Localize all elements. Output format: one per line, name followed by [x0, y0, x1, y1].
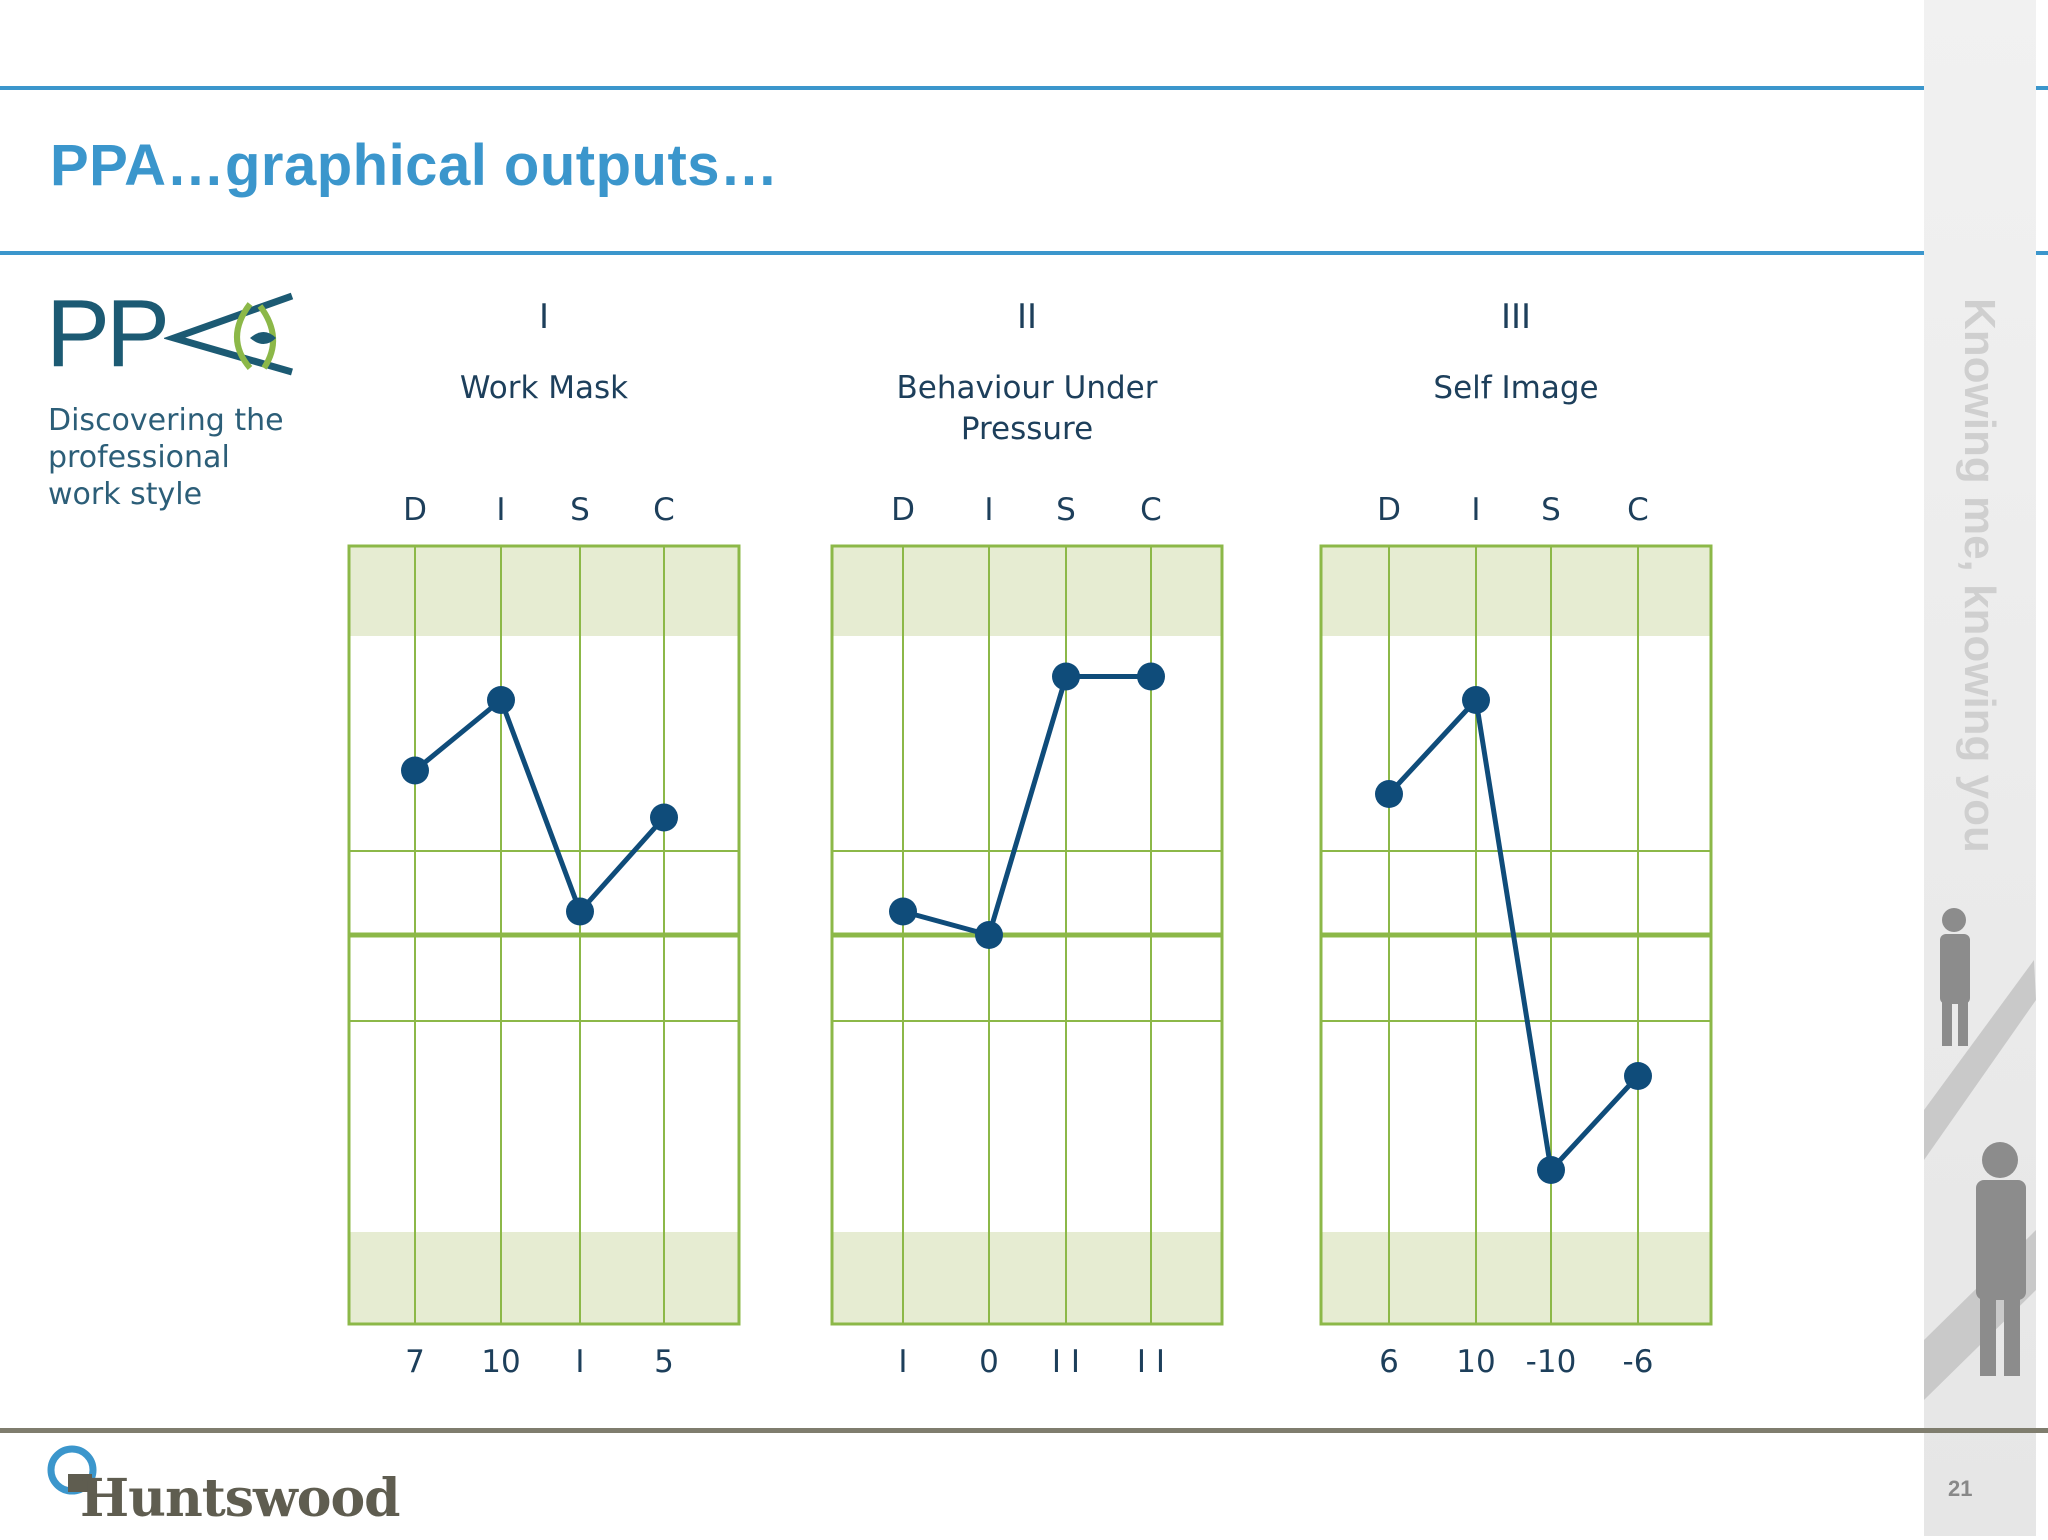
chart-frame: [1319, 544, 1713, 1326]
page-title: PPA…graphical outputs…: [50, 133, 779, 198]
data-point: [1537, 1156, 1565, 1184]
bottom-band: [832, 1232, 1222, 1324]
category-label: S: [570, 492, 590, 528]
chart-title: Self Image: [1433, 370, 1598, 406]
side-tagline: Knowing me, knowing you: [1955, 298, 2004, 853]
category-label: C: [1140, 492, 1162, 528]
series-line: [1387, 697, 1640, 1173]
chart-title: Work Mask: [460, 370, 628, 406]
ppa-logo-letters: PP: [46, 280, 170, 387]
data-point: [487, 686, 515, 714]
chart-frame: [347, 544, 741, 1326]
side-strip: [1924, 0, 2036, 1536]
data-point: [1375, 780, 1403, 808]
series-line: [413, 697, 666, 914]
bottom-band: [349, 1232, 739, 1324]
chart-title: Behaviour Under: [897, 370, 1158, 406]
data-point: [401, 756, 429, 785]
bottom-rule: [0, 1428, 2048, 1433]
category-label: I: [984, 492, 993, 528]
business-people-icon: [1924, 908, 2036, 1400]
title-rule: [0, 251, 2048, 255]
category-label: D: [891, 492, 915, 528]
value-label: -6: [1623, 1344, 1654, 1380]
category-label: S: [1056, 492, 1076, 528]
value-label: 10: [481, 1344, 520, 1380]
data-point: [1462, 686, 1490, 714]
value-label: -10: [1526, 1344, 1577, 1380]
page-number: 21: [1948, 1476, 1973, 1501]
top-band: [832, 546, 1222, 636]
ppa-tagline-line1: Discovering the professional: [48, 403, 284, 475]
data-point: [650, 803, 678, 832]
data-point: [975, 921, 1003, 949]
top-rule: [0, 86, 2048, 90]
bottom-band: [1321, 1232, 1711, 1324]
top-band: [1321, 546, 1711, 636]
value-label: 5: [654, 1344, 674, 1380]
category-label: C: [653, 492, 675, 528]
category-label: S: [1541, 492, 1561, 528]
ppa-tagline: Discovering the professional work style: [48, 402, 468, 513]
value-label: 0: [979, 1344, 999, 1380]
value-label: 10: [1456, 1344, 1495, 1380]
chart-title: Pressure: [961, 411, 1093, 447]
data-point: [1052, 662, 1080, 691]
category-label: C: [1627, 492, 1649, 528]
chart-frame: [830, 544, 1224, 1326]
value-label: I I: [1052, 1344, 1080, 1380]
data-point: [889, 897, 917, 926]
value-label: I: [898, 1344, 907, 1380]
data-point: [566, 897, 594, 926]
category-label: D: [403, 492, 427, 528]
category-label: I: [496, 492, 505, 528]
brand-logo-icon: [47, 1445, 97, 1495]
chart-numeral: III: [1501, 297, 1531, 337]
value-label: 7: [405, 1344, 425, 1380]
series-line: [902, 674, 1151, 938]
value-label: I I: [1137, 1344, 1165, 1380]
brand-name: Huntswood: [80, 1468, 401, 1529]
data-point: [1624, 1062, 1652, 1090]
chart-numeral: I: [539, 297, 549, 337]
eye-icon: [164, 292, 294, 376]
chart-numeral: II: [1017, 297, 1037, 337]
data-point: [1137, 662, 1165, 691]
top-band: [349, 546, 739, 636]
value-label: I: [575, 1344, 584, 1380]
category-label: I: [1471, 492, 1480, 528]
value-label: 6: [1379, 1344, 1399, 1380]
category-label: D: [1377, 492, 1401, 528]
ppa-tagline-line2: work style: [48, 477, 203, 512]
